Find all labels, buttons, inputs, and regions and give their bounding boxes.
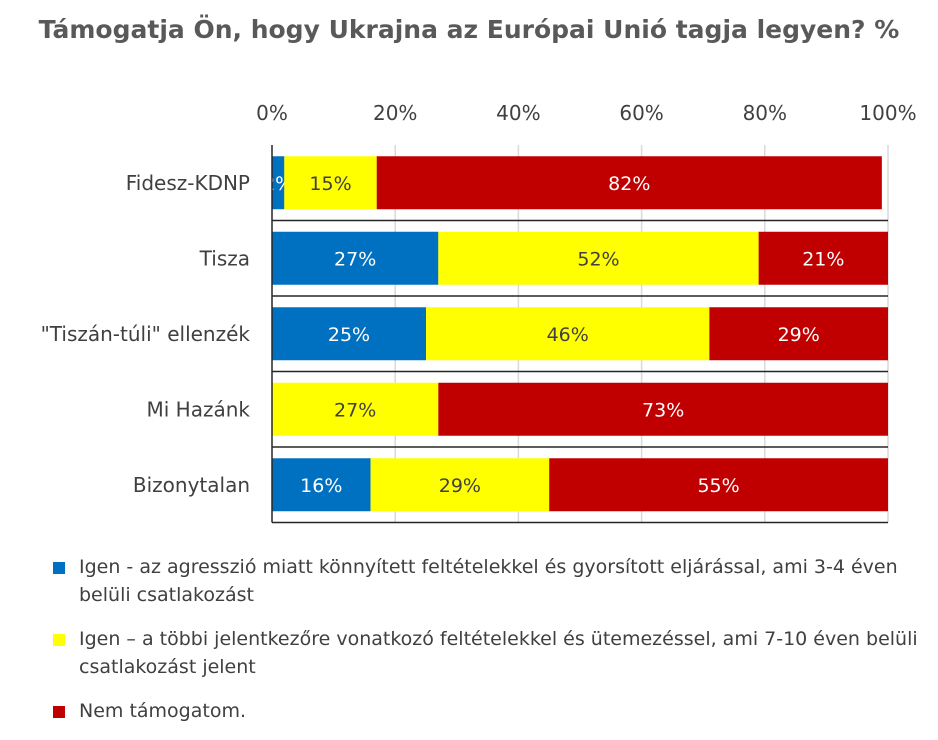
legend-item: Igen – a többi jelentkezőre vonatkozó fe… xyxy=(53,625,919,681)
bar-segment xyxy=(272,382,439,436)
data-label: 55% xyxy=(697,475,739,497)
data-label: 29% xyxy=(439,475,481,497)
bar-segment xyxy=(272,156,285,210)
bar-segment xyxy=(426,307,710,361)
bar-segment xyxy=(438,382,888,436)
x-tick-label: 80% xyxy=(743,101,787,125)
bar-segment xyxy=(272,458,371,512)
legend-swatch xyxy=(53,706,65,718)
x-tick-label: 40% xyxy=(496,101,540,125)
legend-item: Igen - az agresszió miatt könnyített fel… xyxy=(53,553,919,609)
data-label: 15% xyxy=(309,173,351,195)
legend-item: Nem támogatom. xyxy=(53,697,919,725)
x-tick-label: 0% xyxy=(256,101,288,125)
category-label: Fidesz-KDNP xyxy=(126,171,250,195)
legend-label: Igen - az agresszió miatt könnyített fel… xyxy=(79,556,898,606)
category-label: Mi Hazánk xyxy=(147,397,251,421)
bar-chart: 0% 20% 40% 60% 80% 100%Fidesz-KDNP 2% 15% 82%Tis… xyxy=(41,101,917,524)
legend-swatch xyxy=(53,562,65,574)
category-label: Tisza xyxy=(199,246,250,270)
data-label: 27% xyxy=(334,248,376,270)
data-label: 29% xyxy=(778,324,820,346)
data-label: 73% xyxy=(642,399,684,421)
data-label: 21% xyxy=(802,248,844,270)
x-tick-label: 20% xyxy=(373,101,417,125)
data-label: 16% xyxy=(300,475,342,497)
x-tick-label: 100% xyxy=(859,101,916,125)
bar-segment xyxy=(272,307,426,361)
legend-label: Nem támogatom. xyxy=(79,700,247,722)
chart-title: Támogatja Ön, hogy Ukrajna az Európai Un… xyxy=(38,15,900,44)
bar-segment xyxy=(376,156,882,210)
bar-segment xyxy=(709,307,888,361)
data-label: 27% xyxy=(334,399,376,421)
bar-segment xyxy=(549,458,888,512)
data-label: 25% xyxy=(328,324,370,346)
data-label: 82% xyxy=(608,173,650,195)
category-label: "Tiszán-túli" ellenzék xyxy=(41,322,251,346)
legend-swatch xyxy=(53,634,65,646)
bar-segment xyxy=(284,156,377,210)
bar-segment xyxy=(438,231,759,285)
category-label: Bizonytalan xyxy=(133,473,250,497)
bar-segment xyxy=(370,458,550,512)
legend-label: Igen – a többi jelentkezőre vonatkozó fe… xyxy=(79,628,918,678)
bar-segment xyxy=(272,231,439,285)
x-tick-label: 60% xyxy=(619,101,663,125)
bar-segment xyxy=(758,231,888,285)
data-label: 46% xyxy=(547,324,589,346)
data-label: 52% xyxy=(577,248,619,270)
